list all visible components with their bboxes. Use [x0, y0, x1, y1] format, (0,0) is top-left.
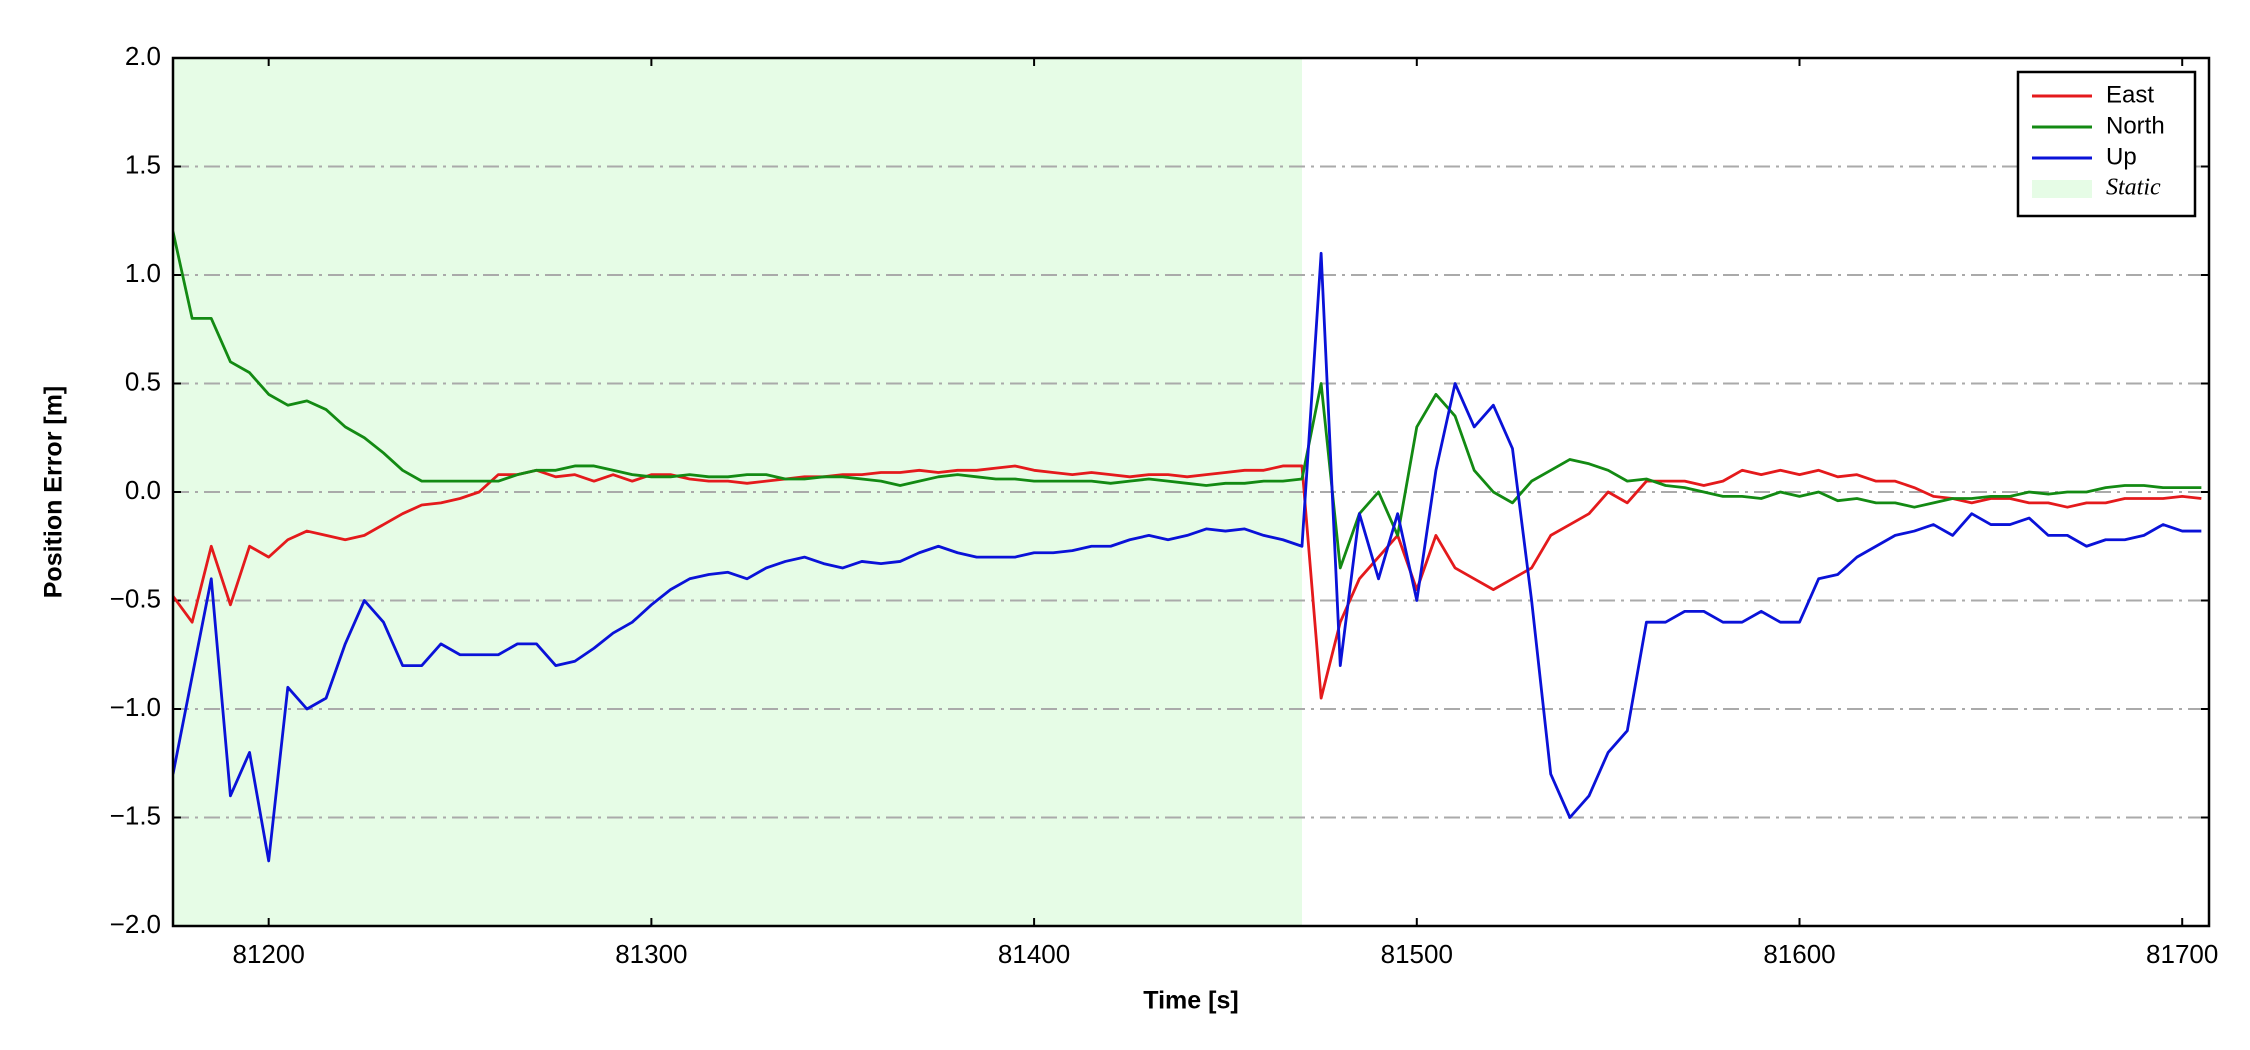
y-tick-label: −1.5 [110, 800, 161, 830]
plot-frame [171, 56, 2211, 928]
legend-swatch [2032, 180, 2092, 198]
x-tick-label: 81400 [998, 939, 1070, 969]
line-series [173, 251, 2202, 863]
legend-label: Static [2106, 175, 2161, 201]
y-tick-label: −1.0 [110, 692, 161, 722]
y-tick-label: −2.0 [110, 909, 161, 939]
x-axis-title: Time [s] [1143, 987, 1238, 1015]
y-tick-label: 1.0 [125, 258, 161, 288]
y-tick-label: 0.0 [125, 475, 161, 505]
line-series [173, 464, 2202, 700]
x-tick-label: 81600 [1763, 939, 1835, 969]
y-tick-label: 2.0 [125, 41, 161, 71]
x-tick-label: 81200 [233, 939, 305, 969]
plot-lines [173, 231, 2202, 863]
line-series [173, 231, 2202, 570]
y-tick-label: −0.5 [110, 583, 161, 613]
legend-label: North [2106, 112, 2165, 139]
y-tick-label: 0.5 [125, 366, 161, 396]
y-axis-title: Position Error [m] [40, 386, 68, 599]
x-tick-label: 81700 [2146, 939, 2218, 969]
legend-label: Up [2106, 143, 2137, 170]
y-tick-label: 1.5 [125, 149, 161, 179]
x-tick-label: 81300 [615, 939, 687, 969]
legend-label: East [2106, 81, 2154, 108]
x-tick-label: 81500 [1381, 939, 1453, 969]
